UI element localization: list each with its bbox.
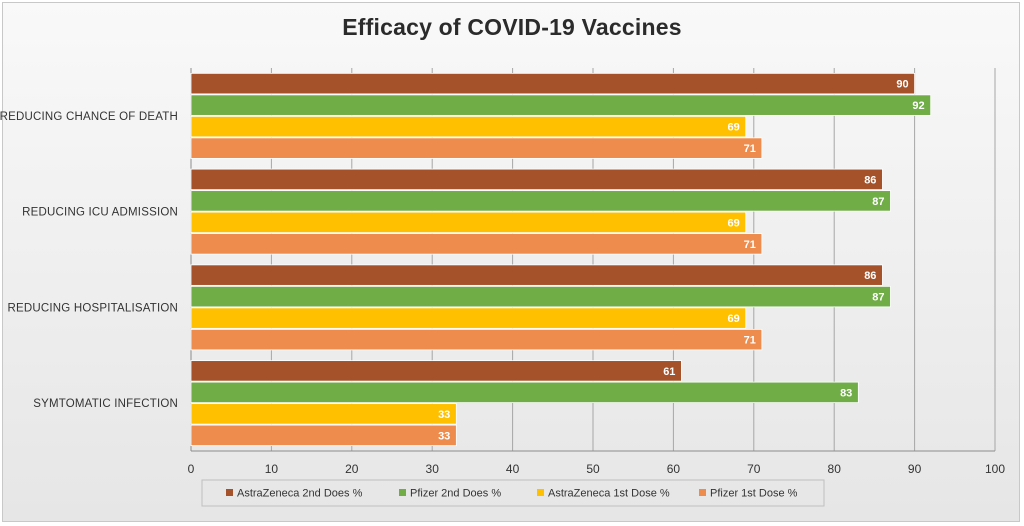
legend-entry: AstraZeneca 1st Dose % — [548, 488, 670, 500]
bar — [190, 360, 682, 382]
bar-data-label: 71 — [744, 239, 756, 251]
category-label: REDUCING ICU ADMISSION — [22, 207, 178, 219]
chart-title: Efficacy of COVID-19 Vaccines — [342, 14, 682, 40]
x-tick-label: 100 — [985, 462, 1005, 476]
legend-swatch — [399, 489, 406, 496]
bar-data-label: 33 — [438, 430, 450, 442]
legend-entry: Pfizer 2nd Does % — [410, 488, 501, 500]
bar — [190, 233, 763, 255]
bar-data-label: 87 — [872, 292, 884, 304]
x-tick-label: 10 — [265, 462, 279, 476]
bar — [190, 190, 891, 212]
legend-swatch — [537, 489, 544, 496]
bar-data-label: 83 — [840, 387, 852, 399]
bar-data-label: 90 — [896, 79, 908, 91]
bar — [190, 168, 883, 191]
category-label: REDUCING HOSPITALISATION — [7, 302, 178, 314]
bar-data-label: 87 — [872, 196, 884, 208]
legend-entry: AstraZeneca 2nd Does % — [237, 488, 363, 500]
x-tick-label: 80 — [828, 462, 842, 476]
bar — [190, 424, 457, 447]
bar — [190, 72, 915, 95]
legend-box — [201, 479, 825, 507]
bar — [190, 211, 747, 234]
x-tick-label: 0 — [188, 462, 195, 476]
x-tick-label: 30 — [426, 462, 440, 476]
bar-data-label: 69 — [728, 217, 740, 229]
bar — [190, 307, 747, 329]
bar — [190, 328, 763, 351]
bar — [190, 403, 457, 425]
bar-data-label: 71 — [744, 335, 756, 347]
bar-data-label: 61 — [663, 366, 675, 378]
bar-data-label: 86 — [864, 174, 876, 186]
bar-data-label: 69 — [728, 122, 740, 134]
bar-data-label: 69 — [728, 313, 740, 325]
category-label: REDUCING CHANCE OF DEATH — [0, 111, 178, 123]
bar-data-label: 33 — [438, 409, 450, 421]
x-tick-label: 50 — [586, 462, 600, 476]
category-label: SYMTOMATIC INFECTION — [33, 398, 178, 410]
bar — [190, 285, 891, 308]
bar — [190, 264, 883, 286]
x-tick-label: 90 — [908, 462, 922, 476]
x-tick-label: 70 — [747, 462, 761, 476]
bar-data-label: 92 — [912, 100, 924, 112]
legend-entry: Pfizer 1st Dose % — [710, 488, 798, 500]
legend-swatch — [699, 489, 706, 496]
bar-data-label: 86 — [864, 270, 876, 282]
x-tick-label: 40 — [506, 462, 520, 476]
x-tick-label: 20 — [345, 462, 359, 476]
bar — [190, 137, 763, 159]
legend-swatch — [226, 489, 233, 496]
bar — [190, 381, 859, 404]
bar — [190, 115, 747, 138]
x-tick-label: 60 — [667, 462, 681, 476]
bar-data-label: 71 — [744, 143, 756, 155]
bar — [190, 94, 932, 116]
